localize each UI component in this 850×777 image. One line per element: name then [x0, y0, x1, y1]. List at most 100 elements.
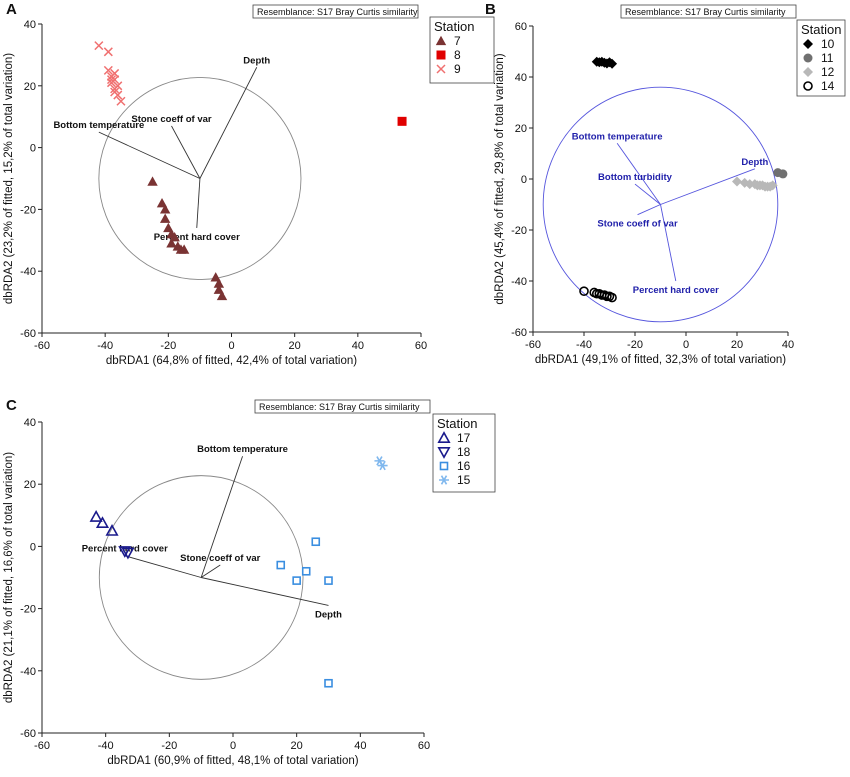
- legend-label: 17: [457, 431, 471, 445]
- resemblance-box: [254, 399, 431, 414]
- vector-line: [196, 178, 201, 228]
- legend-label: 8: [454, 48, 461, 62]
- legend-title: Station: [434, 19, 474, 34]
- vector-line: [660, 168, 756, 205]
- vector-line: [637, 204, 661, 216]
- point-station-17: [95, 516, 110, 529]
- y-tick-label: -60: [20, 728, 36, 740]
- legend-title: Station: [437, 416, 477, 431]
- vector-label: Bottom temperature: [53, 120, 144, 131]
- vector-label: Bottom temperature: [572, 131, 663, 142]
- point-station-16: [276, 560, 286, 570]
- point-station-7: [156, 198, 168, 208]
- x-tick-label: 20: [291, 740, 303, 752]
- vector-line: [98, 131, 201, 179]
- y-axis-label: dbRDA2 (45,4% of fitted, 29,8% of total …: [494, 53, 506, 304]
- x-tick-label: -60: [525, 339, 541, 351]
- point-station-7: [166, 238, 177, 248]
- legend-title: Station: [801, 22, 841, 37]
- y-tick-label: -60: [511, 327, 527, 339]
- resemblance-text: Resemblance: S17 Bray Curtis similarity: [257, 7, 418, 17]
- x-tick-label: 0: [230, 740, 236, 752]
- vector-line: [171, 125, 201, 179]
- legend-marker: [803, 53, 813, 63]
- point-station-9: [94, 41, 104, 51]
- vector-label: Stone coeff of var: [597, 219, 678, 230]
- point-station-16: [324, 576, 333, 585]
- legend-marker: [436, 64, 446, 74]
- x-tick-label: -60: [34, 340, 50, 352]
- point-station-9: [103, 65, 113, 75]
- y-tick-label: 20: [515, 123, 527, 135]
- point-station-7: [159, 213, 171, 223]
- panel-label: C: [6, 397, 17, 414]
- x-tick-label: 40: [354, 740, 366, 752]
- y-tick-label: 40: [24, 19, 36, 31]
- resemblance-box: [620, 4, 797, 19]
- point-station-16: [292, 576, 301, 585]
- correlation-circle: [98, 475, 304, 680]
- point-station-16: [301, 566, 311, 576]
- legend-box: [429, 16, 495, 84]
- resemblance-text: Resemblance: S17 Bray Curtis similarity: [259, 402, 420, 412]
- x-tick-label: 60: [418, 740, 430, 752]
- panel-label: A: [6, 1, 17, 18]
- point-station-9: [106, 78, 117, 88]
- point-station-7: [169, 232, 180, 242]
- point-station-17: [105, 524, 119, 536]
- x-tick-label: 40: [352, 340, 364, 352]
- legend-label: 7: [454, 34, 461, 48]
- point-station-18: [118, 546, 132, 558]
- point-station-7: [159, 204, 171, 214]
- point-station-9: [110, 84, 120, 94]
- point-station-15: [377, 460, 388, 471]
- legend-label: 15: [457, 473, 471, 487]
- panel-a: A Resemblance: S17 Bray Curtis similarity…: [3, 1, 495, 367]
- legend-label: 14: [821, 79, 835, 93]
- vector-label: Stone coeff of var: [180, 553, 261, 564]
- point-station-7: [213, 278, 225, 288]
- correlation-circle: [98, 76, 302, 281]
- point-station-7: [163, 222, 174, 233]
- vector-line: [634, 183, 661, 205]
- vector-label: Bottom temperature: [197, 444, 288, 455]
- x-tick-label: -60: [34, 740, 50, 752]
- y-tick-label: -40: [20, 666, 36, 678]
- legend-label: 10: [821, 37, 835, 51]
- x-tick-label: 20: [289, 340, 301, 352]
- legend-marker: [435, 35, 447, 46]
- point-station-9: [116, 96, 126, 106]
- x-tick-label: -20: [161, 740, 177, 752]
- y-tick-label: 20: [24, 81, 36, 93]
- point-station-16: [324, 678, 333, 688]
- x-tick-label: 20: [731, 339, 743, 351]
- x-tick-label: -40: [97, 340, 113, 352]
- x-tick-label: -40: [576, 339, 592, 351]
- point-station-12: [744, 179, 755, 190]
- legend-label: 9: [454, 62, 461, 76]
- point-station-10: [607, 58, 618, 69]
- vector-label: Bottom turbidity: [598, 172, 673, 183]
- y-tick-label: 40: [24, 417, 36, 429]
- legend-marker: [436, 50, 446, 60]
- x-tick-label: 40: [782, 339, 794, 351]
- vector-line: [200, 564, 221, 578]
- vector-label: Percent hard cover: [154, 232, 240, 243]
- point-station-12: [767, 180, 778, 191]
- plot-area: Bottom temperature Bottom turbidity Depth S…: [542, 56, 788, 323]
- y-tick-label: 0: [521, 174, 527, 186]
- vector-label: Depth: [741, 157, 768, 168]
- vector-line: [199, 67, 258, 179]
- point-station-7: [210, 272, 221, 282]
- vector-line: [124, 555, 202, 578]
- point-station-17: [89, 510, 103, 522]
- point-station-7: [216, 290, 228, 301]
- vector-line: [200, 456, 243, 578]
- panel-label: B: [485, 1, 496, 18]
- point-station-9: [113, 90, 123, 100]
- point-station-8: [397, 116, 407, 126]
- vector-line: [660, 204, 677, 282]
- resemblance-box: [252, 4, 419, 19]
